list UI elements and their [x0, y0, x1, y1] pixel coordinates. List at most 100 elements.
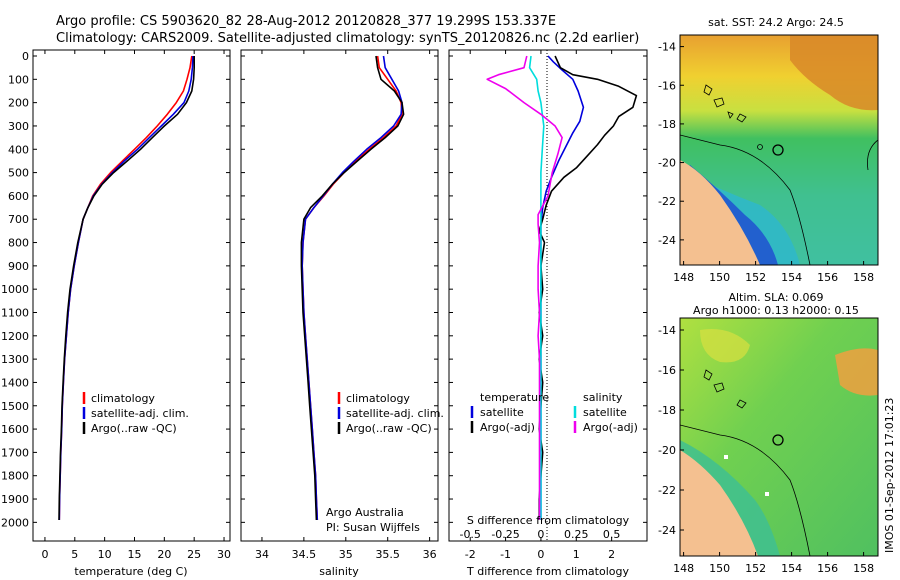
map-y-tick-label: -16 [658, 79, 676, 92]
map-y-tick-label: -14 [658, 324, 676, 337]
x-tick-label: 34 [255, 548, 269, 561]
s-difference-x-axis: -0.5 -0.25 0 0.25 0.5 [459, 528, 620, 541]
map-y-tick-label: -24 [658, 524, 676, 537]
depth-tick-label: 1500 [1, 400, 29, 413]
depth-tick-label: 0 [22, 50, 29, 63]
depth-tick-label: 1800 [1, 470, 29, 483]
temperature-series [58, 55, 195, 521]
map-y-tick-label: -14 [658, 41, 676, 54]
x-tick-label: -2 [465, 548, 476, 561]
reef-outline [703, 369, 747, 409]
x-tick-label: 0 [537, 548, 544, 561]
t-difference-xlabel: T difference from climatology [466, 565, 629, 578]
depth-tick-label: 400 [8, 143, 29, 156]
s-tick-label: 0 [537, 528, 544, 541]
x-tick-label: -1 [500, 548, 511, 561]
map-x-tick-label: 152 [745, 271, 766, 284]
sst-map-title: sat. SST: 24.2 Argo: 24.5 [708, 16, 844, 29]
legend-label-t-satellite: satellite [480, 406, 524, 419]
map-x-tick-label: 154 [781, 271, 802, 284]
imos-timestamp: IMOS 01-Sep-2012 17:01:23 [883, 398, 896, 553]
island-marker [757, 144, 763, 150]
difference-series [486, 55, 638, 520]
map-y-tick-label: -16 [658, 364, 676, 377]
depth-tick-label: 1600 [1, 423, 29, 436]
temperature-panel-frame [32, 49, 231, 542]
depth-tick-label: 1400 [1, 376, 29, 389]
series-line [300, 55, 405, 521]
depth-tick-label: 800 [8, 237, 29, 250]
depth-tick-label: 1000 [1, 283, 29, 296]
legend-label-s-satellite: satellite [583, 406, 627, 419]
shelf-contour [680, 424, 811, 556]
sla-yellow-patch [700, 329, 750, 363]
depth-tick-label: 2000 [1, 516, 29, 529]
depth-tick-label: 300 [8, 120, 29, 133]
series-line [301, 55, 403, 521]
x-tick-label: 2 [608, 548, 615, 561]
s-tick-label: -0.5 [459, 528, 480, 541]
pi-label: PI: Susan Wijffels [326, 521, 420, 534]
missing-data-cell [765, 492, 769, 496]
x-tick-label: 35 [339, 548, 353, 561]
series-line [528, 55, 545, 520]
x-tick-label: 25 [187, 548, 201, 561]
series-line [301, 55, 403, 521]
x-tick-label: 34.5 [292, 548, 317, 561]
series-line [58, 55, 193, 521]
legend-label-s-argo: Argo(-adj) [583, 421, 638, 434]
legend-label-t-argo: Argo(-adj) [480, 421, 535, 434]
temperature-xlabel: temperature (deg C) [74, 565, 187, 578]
map-x-tick-label: 154 [781, 562, 802, 575]
argo-position-marker [772, 144, 784, 156]
sla-map-title: Altim. SLA: 0.069 [728, 291, 823, 304]
legend-label-climatology: climatology [346, 392, 410, 405]
figure-title-line1: Argo profile: CS 5903620_82 28-Aug-2012 … [56, 14, 556, 29]
argo-australia-label: Argo Australia [326, 506, 404, 519]
depth-tick-label: 600 [8, 190, 29, 203]
legend-label-argo: Argo(..raw -QC) [346, 422, 432, 435]
sla-map [680, 318, 878, 556]
s-tick-label: 0.5 [603, 528, 621, 541]
map-y-tick-label: -18 [658, 118, 676, 131]
depth-tick-label: 1100 [1, 306, 29, 319]
depth-tick-label: 200 [8, 97, 29, 110]
series-line [58, 56, 195, 521]
sst-map [680, 35, 878, 265]
depth-axis: 0 100 200 300 400 500 600 700 800 900 1000 1100 1200… [1, 50, 647, 529]
s-tick-label: -0.25 [491, 528, 519, 541]
series-line [58, 55, 194, 521]
sst-map-frame [679, 34, 879, 266]
depth-tick-label: 1900 [1, 493, 29, 506]
legend-label-satellite-adj: satellite-adj. clim. [91, 407, 189, 420]
x-tick-label: 35.5 [375, 548, 400, 561]
temperature-legend: climatology satellite-adj. clim. Argo(..… [82, 392, 189, 435]
x-tick-label: 5 [71, 548, 78, 561]
depth-tick-label: 1700 [1, 446, 29, 459]
sla-map-subtitle: Argo h1000: 0.13 h2000: 0.15 [693, 304, 859, 317]
sla-map-frame [679, 317, 879, 557]
argo-position-marker [772, 434, 784, 446]
salinity-xlabel: salinity [319, 565, 359, 578]
map-y-tick-label: -18 [658, 404, 676, 417]
depth-tick-label: 100 [8, 73, 29, 86]
figure-title-line2: Climatology: CARS2009. Satellite-adjuste… [56, 31, 639, 46]
map-x-tick-label: 148 [673, 562, 694, 575]
map-x-tick-label: 156 [817, 562, 838, 575]
map-x-tick-label: 152 [745, 562, 766, 575]
reef-outline [703, 84, 747, 123]
depth-tick-label: 1200 [1, 330, 29, 343]
map-x-tick-label: 158 [853, 562, 874, 575]
x-tick-label: 30 [217, 548, 231, 561]
depth-tick-label: 900 [8, 260, 29, 273]
eastern-contour [867, 139, 878, 171]
map-y-tick-label: -22 [658, 195, 676, 208]
x-tick-label: 36 [423, 548, 437, 561]
salinity-legend: climatology satellite-adj. clim. Argo(..… [326, 392, 444, 534]
map-x-tick-label: 148 [673, 271, 694, 284]
legend-header-temperature: temperature [480, 391, 549, 404]
salinity-panel-frame [240, 49, 439, 542]
difference-legend: temperature salinity satellite Argo(-adj… [470, 391, 638, 434]
sla-map-axes: 148 150 152 154 156 158 -14 -16 -18 -20 -22 -24 [658, 324, 874, 575]
